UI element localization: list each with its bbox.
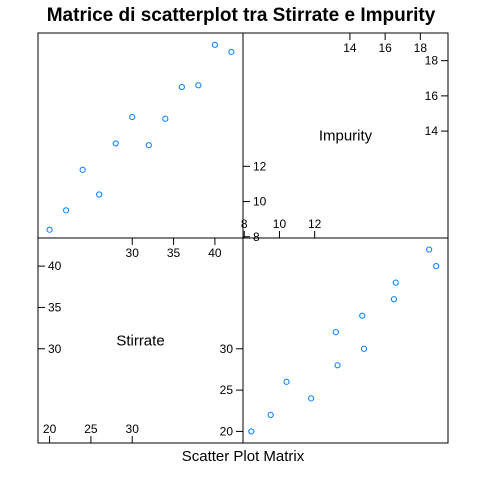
diag-label-stirrate: Stirrate	[116, 333, 164, 350]
data-point-stirrate-vs-impurity	[178, 83, 185, 91]
diag-label-impurity: Impurity	[319, 128, 373, 145]
tick-label-impurity: 14	[343, 41, 357, 55]
data-point-stirrate-vs-impurity	[145, 142, 152, 149]
tick-label-impurity: 8	[253, 230, 260, 244]
tick-label-stirrate: 40	[208, 246, 222, 260]
tick-label-stirrate: 20	[43, 422, 57, 436]
tick-label-stirrate: 30	[48, 342, 62, 356]
tick-label-impurity: 18	[414, 41, 428, 55]
data-point-stirrate-vs-impurity	[96, 191, 103, 198]
tick-label-impurity: 8	[241, 217, 248, 231]
tick-label-stirrate: 30	[220, 342, 234, 356]
data-point-stirrate-vs-impurity	[129, 113, 136, 121]
data-point-stirrate-vs-impurity	[46, 226, 53, 233]
chart-title: Matrice di scatterplot tra Stirrate e Im…	[47, 5, 436, 26]
tick-label-impurity: 18	[425, 54, 439, 68]
tick-label-stirrate: 25	[220, 383, 234, 397]
data-point-stirrate-vs-impurity	[228, 48, 235, 55]
data-point-stirrate-vs-impurity	[162, 115, 169, 122]
data-point-stirrate-vs-impurity	[195, 82, 202, 89]
data-point-impurity-vs-stirrate	[390, 296, 398, 303]
tick-label-stirrate: 30	[126, 246, 140, 260]
data-point-impurity-vs-stirrate	[332, 329, 339, 336]
data-point-impurity-vs-stirrate	[283, 378, 290, 385]
tick-label-impurity: 12	[253, 159, 267, 173]
data-point-impurity-vs-stirrate	[359, 312, 366, 319]
tick-label-stirrate: 20	[220, 424, 234, 438]
data-point-impurity-vs-stirrate	[392, 279, 399, 286]
tick-label-impurity: 10	[253, 195, 267, 209]
data-point-impurity-vs-stirrate	[433, 263, 440, 270]
data-point-stirrate-vs-impurity	[112, 140, 119, 147]
tick-label-impurity: 16	[378, 41, 392, 55]
data-point-impurity-vs-stirrate	[308, 395, 315, 402]
data-point-impurity-vs-stirrate	[248, 428, 255, 435]
data-point-impurity-vs-stirrate	[360, 345, 368, 352]
matrix-label: Scatter Plot Matrix	[182, 448, 305, 465]
data-point-stirrate-vs-impurity	[79, 166, 86, 173]
tick-label-impurity: 14	[425, 124, 439, 138]
data-point-impurity-vs-stirrate	[426, 246, 433, 253]
tick-label-stirrate: 35	[167, 246, 181, 260]
tick-label-stirrate: 30	[126, 422, 140, 436]
tick-label-stirrate: 35	[48, 300, 62, 314]
tick-label-impurity: 16	[425, 89, 439, 103]
tick-label-stirrate: 25	[84, 422, 98, 436]
data-point-impurity-vs-stirrate	[334, 362, 341, 369]
data-point-impurity-vs-stirrate	[267, 411, 274, 418]
panels-layer: Stirrate 30 35 40 20 25 30 30 35 40 20 25 30 Impurity…	[37, 32, 449, 444]
data-point-stirrate-vs-impurity	[63, 207, 70, 214]
tick-label-stirrate: 40	[48, 259, 62, 273]
tick-label-impurity: 10	[273, 217, 287, 231]
data-point-stirrate-vs-impurity	[211, 41, 218, 48]
tick-label-impurity: 12	[308, 217, 322, 231]
